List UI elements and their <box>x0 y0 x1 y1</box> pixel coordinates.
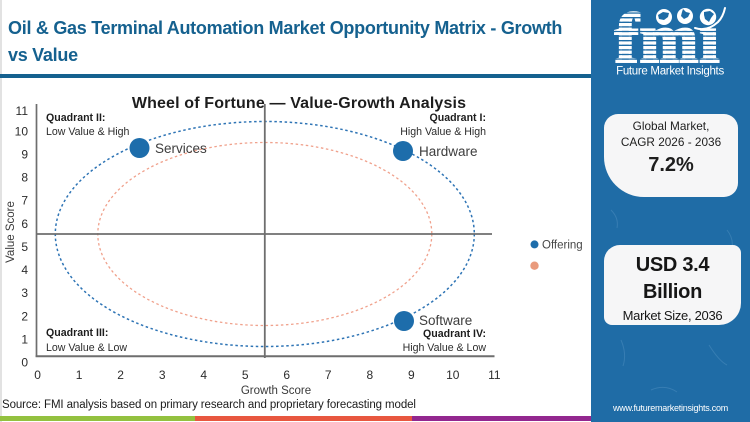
svg-text:Services: Services <box>155 141 207 156</box>
svg-text:11: 11 <box>16 104 29 118</box>
svg-text:Low Value & High: Low Value & High <box>46 126 130 138</box>
svg-text:6: 6 <box>21 217 28 231</box>
svg-text:1: 1 <box>76 368 83 382</box>
svg-text:11: 11 <box>488 368 501 382</box>
svg-text:1: 1 <box>21 332 28 346</box>
svg-text:10: 10 <box>15 124 29 138</box>
svg-text:Future Market Insights: Future Market Insights <box>616 66 724 78</box>
svg-text:10: 10 <box>446 368 460 382</box>
svg-text:Offering: Offering <box>542 240 583 252</box>
svg-text:5: 5 <box>242 368 249 382</box>
svg-text:9: 9 <box>408 368 415 382</box>
svg-text:Quadrant II:: Quadrant II: <box>46 112 105 124</box>
svg-text:Quadrant I:: Quadrant I: <box>429 112 486 124</box>
svg-text:6: 6 <box>283 368 290 382</box>
svg-text:3: 3 <box>159 368 166 382</box>
svg-text:Quadrant IV:: Quadrant IV: <box>423 328 486 340</box>
svg-text:High Value & High: High Value & High <box>400 126 486 138</box>
svg-text:Growth Score: Growth Score <box>241 385 311 397</box>
svg-text:High Value & Low: High Value & Low <box>403 342 487 354</box>
svg-text:Value Score: Value Score <box>5 201 17 263</box>
svg-text:0: 0 <box>21 355 28 369</box>
svg-text:Low Value & Low: Low Value & Low <box>46 342 127 354</box>
svg-text:9: 9 <box>21 148 28 162</box>
svg-text:5: 5 <box>21 240 28 254</box>
svg-text:4: 4 <box>200 368 207 382</box>
svg-text:7: 7 <box>325 368 332 382</box>
svg-text:7: 7 <box>21 194 28 208</box>
svg-text:3: 3 <box>21 286 28 300</box>
svg-text:0: 0 <box>34 368 41 382</box>
svg-text:Hardware: Hardware <box>419 144 478 159</box>
svg-text:4: 4 <box>21 263 28 277</box>
svg-text:Quadrant III:: Quadrant III: <box>46 327 108 339</box>
svg-text:8: 8 <box>366 368 373 382</box>
svg-text:8: 8 <box>21 171 28 185</box>
svg-text:2: 2 <box>117 368 124 382</box>
svg-text:2: 2 <box>21 309 28 323</box>
svg-text:Wheel of Fortune — Value-Growt: Wheel of Fortune — Value-Growth Analysis <box>132 95 466 112</box>
svg-text:Software: Software <box>419 313 472 328</box>
